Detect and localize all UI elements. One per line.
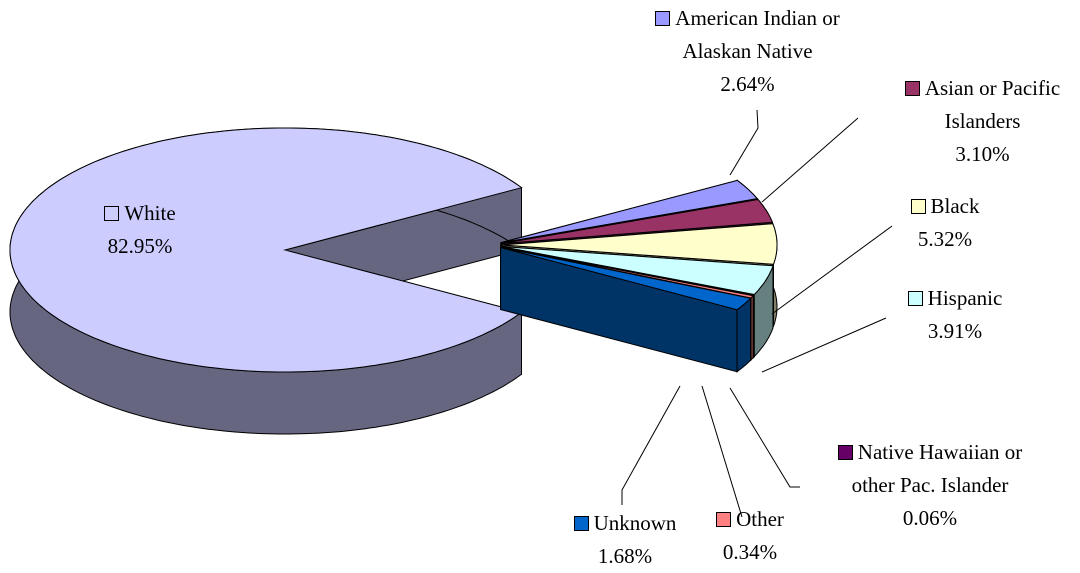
value-label: 1.68% [597,544,653,568]
label-name: Unknown [555,507,695,540]
legend-swatch [910,199,926,214]
legend-swatch [573,516,589,531]
slice-label: Unknown 1.68% [555,507,695,573]
leader-line [729,109,759,176]
leader-line [621,385,681,505]
legend-swatch [104,206,120,221]
label-name: Native Hawaiian or other Pac. Islander [820,436,1040,502]
category-label: Native Hawaiian or other Pac. Islander [851,440,1023,497]
label-name: American Indian or Alaskan Native [640,2,855,68]
leader-line [701,385,743,518]
category-label: American Indian or Alaskan Native [675,6,840,63]
legend-swatch [837,445,853,460]
value-label: 3.91% [927,319,983,343]
label-name: White [70,197,210,230]
category-label: Black [930,194,980,218]
leader-line [761,317,887,373]
leader-line [771,225,893,315]
legend-swatch [716,512,732,527]
leader-line [729,387,800,488]
value-label: 82.95% [107,234,173,258]
category-label: Other [736,507,784,531]
value-label: 5.32% [917,227,973,251]
value-label: 0.06% [902,506,958,530]
slice [9,127,523,373]
slice-label: Hispanic 3.91% [880,282,1030,348]
slice-label: Black 5.32% [880,190,1010,256]
label-name: Other [700,503,800,536]
slice-label: Native Hawaiian or other Pac. Islander 0.… [820,436,1040,535]
slice [501,246,774,296]
legend-swatch [655,11,671,26]
slice-label: Other 0.34% [700,503,800,569]
slice [500,179,759,244]
legend-swatch [904,81,920,96]
slices [9,127,778,435]
category-label: Hispanic [927,286,1003,310]
value-label: 3.10% [955,142,1010,166]
slice-label: White 82.95% [70,197,210,263]
leader-line [761,117,859,203]
label-name: Hispanic [880,282,1030,315]
slice [500,247,752,311]
slice [501,223,778,265]
slice-side [736,297,752,373]
label-name: Black [880,190,1010,223]
category-label: Unknown [593,511,677,535]
leader-lines [621,109,893,518]
slice-side [750,294,754,362]
legend-swatch [907,291,923,306]
slice-label: American Indian or Alaskan Native 2.64% [640,2,855,101]
slice [501,198,774,245]
value-label: 0.34% [722,540,778,564]
value-label: 2.64% [720,72,775,96]
category-label: Asian or Pacific Islanders [924,76,1061,133]
slice-label: Asian or Pacific Islanders 3.10% [895,72,1070,171]
label-name: Asian or Pacific Islanders [895,72,1070,138]
category-label: White [124,201,176,225]
